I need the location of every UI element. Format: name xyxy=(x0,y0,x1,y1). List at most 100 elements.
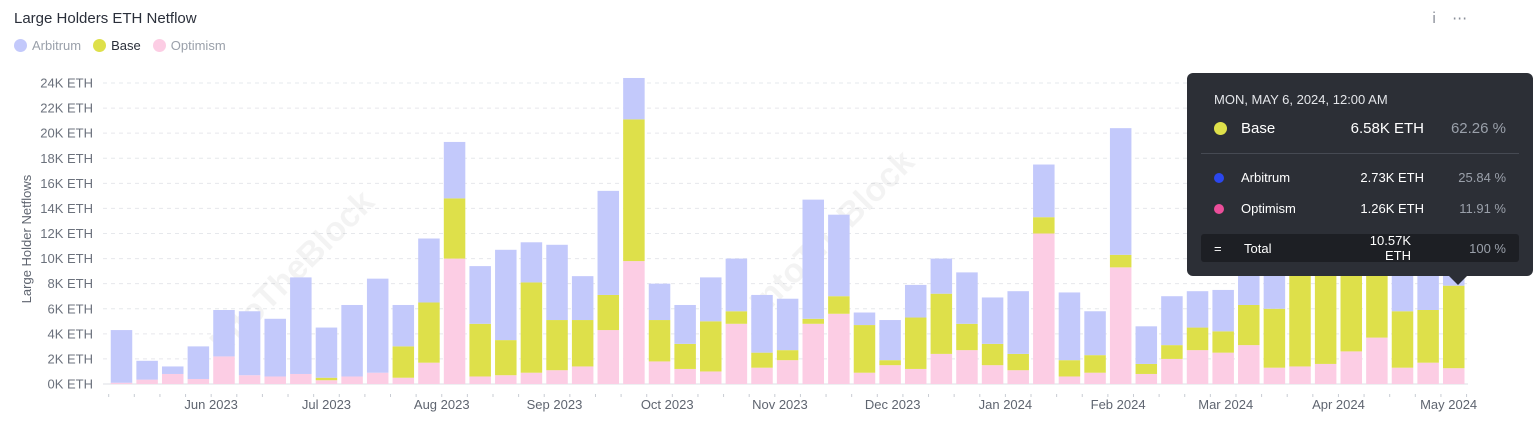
bar-segment-arbitrum xyxy=(315,327,338,378)
bar-segment-base xyxy=(956,323,978,351)
panel-actions: ⅰ ⋯ xyxy=(1432,9,1467,27)
bar-segment-base xyxy=(904,317,927,369)
bar-segment-base xyxy=(1442,285,1465,369)
bar-segment-arbitrum xyxy=(443,141,466,199)
bar-segment-base xyxy=(879,360,901,366)
tooltip-pct-arbitrum: 25.84 % xyxy=(1458,170,1506,185)
bar-segment-arbitrum xyxy=(1007,291,1029,354)
bar-segment-optimism xyxy=(1212,352,1234,384)
bar-segment-optimism xyxy=(1161,358,1183,384)
y-tick-label: 4K ETH xyxy=(47,326,93,341)
bar-segment-base xyxy=(930,293,953,354)
bar-segment-optimism xyxy=(392,377,415,384)
bar-segment-arbitrum xyxy=(187,346,210,379)
more-icon[interactable]: ⋯ xyxy=(1452,10,1468,27)
x-tick-label: Nov 2023 xyxy=(752,397,808,412)
y-tick-label: 10K ETH xyxy=(40,251,93,266)
bar-segment-optimism xyxy=(1289,366,1311,384)
info-icon[interactable]: ⅰ xyxy=(1432,10,1437,27)
tooltip-total-name: Total xyxy=(1244,240,1272,256)
legend-label-base: Base xyxy=(111,38,141,53)
bar-segment-optimism xyxy=(520,372,543,384)
bar-segment-optimism xyxy=(1033,233,1055,384)
bar-segment-arbitrum xyxy=(1058,292,1081,361)
bar-segment-arbitrum xyxy=(290,277,312,374)
bar-segment-optimism xyxy=(136,379,158,384)
y-tick-label: 0K ETH xyxy=(47,377,93,392)
bar-segment-optimism xyxy=(1186,350,1209,384)
bar-segment-arbitrum xyxy=(136,360,158,380)
bar-segment-arbitrum xyxy=(1084,311,1106,356)
bar-segment-base xyxy=(776,350,799,361)
bar-segment-arbitrum xyxy=(828,214,850,297)
bar-segment-base xyxy=(597,294,620,331)
x-tick-label: Jul 2023 xyxy=(302,397,351,412)
bar-segment-arbitrum xyxy=(161,366,184,374)
bar-segment-arbitrum xyxy=(1161,296,1183,346)
legend-item-base[interactable]: Base xyxy=(93,38,141,53)
tooltip-value-arbitrum: 2.73K ETH xyxy=(1360,170,1424,185)
bar-segment-optimism xyxy=(725,323,748,384)
bar-segment-base xyxy=(392,346,415,378)
bar-segment-optimism xyxy=(443,258,466,384)
chart-title: Large Holders ETH Netflow xyxy=(14,10,197,27)
bar-segment-optimism xyxy=(495,375,517,384)
bar-segment-base xyxy=(1058,360,1081,377)
x-tick-label: May 2024 xyxy=(1420,397,1477,412)
bar-segment-arbitrum xyxy=(1186,291,1209,328)
tooltip-divider xyxy=(1201,153,1519,154)
bar-segment-arbitrum xyxy=(751,294,773,353)
legend-item-optimism[interactable]: Optimism xyxy=(152,38,226,53)
x-tick-label: Jun 2023 xyxy=(184,397,238,412)
y-tick-label: 14K ETH xyxy=(40,201,93,216)
bar-segment-optimism xyxy=(1314,363,1337,384)
bar-segment-arbitrum xyxy=(1135,326,1158,364)
bar-segment-base xyxy=(469,323,491,377)
legend-item-arbitrum[interactable]: Arbitrum xyxy=(14,38,81,53)
bar-segment-arbitrum xyxy=(1033,164,1055,218)
bar-segment-optimism xyxy=(853,372,876,384)
bar-segment-optimism xyxy=(315,380,338,384)
bar-segment-optimism xyxy=(1058,376,1081,384)
bar-segment-optimism xyxy=(1391,367,1414,384)
x-tick-label: Jan 2024 xyxy=(979,397,1033,412)
tooltip-dot-arbitrum xyxy=(1214,172,1224,183)
bar-segment-optimism xyxy=(341,376,363,384)
bar-segment-optimism xyxy=(469,376,491,384)
tooltip-name-base: Base xyxy=(1241,120,1276,137)
y-tick-label: 20K ETH xyxy=(40,126,93,141)
bar-segment-base xyxy=(1212,331,1234,353)
bar-segment-arbitrum xyxy=(341,304,363,377)
x-tick-label: Oct 2023 xyxy=(641,397,694,412)
bar-segment-arbitrum xyxy=(623,77,645,120)
bar-segment-base xyxy=(751,352,773,368)
legend-label-optimism: Optimism xyxy=(170,38,226,53)
bar-segment-base xyxy=(802,318,824,324)
y-tick-label: 12K ETH xyxy=(40,226,93,241)
bar-segment-arbitrum xyxy=(495,249,517,341)
bar-segment-arbitrum xyxy=(213,310,235,357)
bar-segment-arbitrum xyxy=(879,320,901,361)
bar-segment-arbitrum xyxy=(930,258,953,294)
bar-segment-arbitrum xyxy=(700,277,722,322)
x-tick-label: Sep 2023 xyxy=(527,397,583,412)
bar-segment-base xyxy=(725,311,748,324)
bar-segment-arbitrum xyxy=(776,298,799,351)
bar-segment-optimism xyxy=(1366,337,1388,384)
bar-segment-optimism xyxy=(623,261,645,384)
bar-segment-base xyxy=(1238,304,1260,346)
bar-segment-optimism xyxy=(674,368,696,384)
bar-segment-base xyxy=(1161,345,1183,359)
bar-segment-arbitrum xyxy=(1212,289,1234,332)
y-tick-label: 6K ETH xyxy=(47,301,93,316)
bar-segment-optimism xyxy=(751,367,773,384)
tooltip-value-base: 6.58K ETH xyxy=(1350,120,1424,137)
bar-segment-base xyxy=(571,320,594,367)
bar-segment-arbitrum xyxy=(1109,128,1132,255)
bar-segment-optimism xyxy=(1084,372,1106,384)
legend-dot-base xyxy=(93,39,107,52)
bar-segment-optimism xyxy=(802,323,824,384)
bar-segment-base xyxy=(546,320,568,371)
bar-segment-optimism xyxy=(1135,373,1158,384)
bar-segment-optimism xyxy=(597,330,620,384)
